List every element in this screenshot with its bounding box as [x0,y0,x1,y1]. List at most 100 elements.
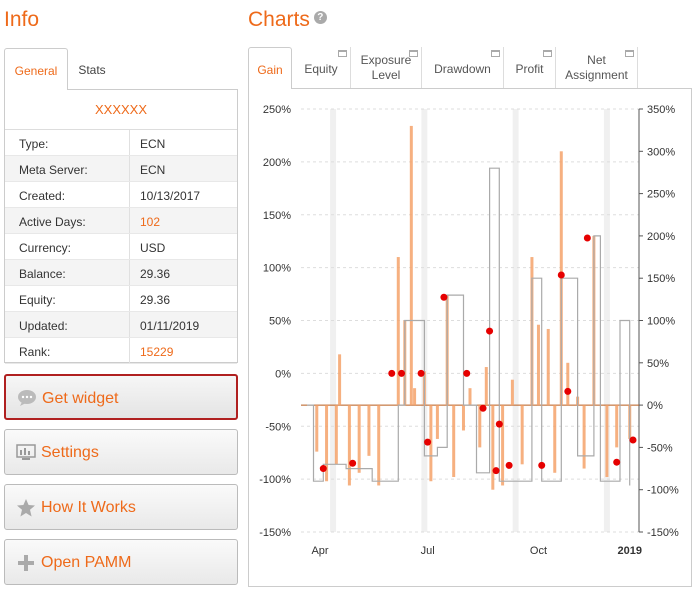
how-it-works-label: How It Works [41,499,136,516]
data-marker [440,293,448,301]
y-tick-label-right: -150% [647,527,679,539]
y-tick-label-right: 100% [647,316,675,328]
data-marker [583,234,591,242]
info-row-value: 29.36 [140,293,171,307]
window-icon [625,50,634,57]
info-row-label: Created: [19,189,66,203]
tab-exposure-level[interactable]: Exposure Level [351,47,422,89]
y-tick-label-left: 200% [263,157,291,169]
info-row-label: Equity: [19,293,56,307]
info-tabs: General Stats [4,48,238,90]
get-widget-label: Get widget [42,390,119,407]
y-tick-label-left: 250% [263,104,291,116]
data-marker [492,467,500,475]
bar [409,125,413,406]
bar [520,405,524,465]
info-row: Type: ECN [5,130,237,156]
bar [582,405,586,469]
bar [452,405,456,478]
y-tick-label-right: 350% [647,104,675,116]
tab-profit[interactable]: Profit [504,47,556,89]
y-tick-label-right: -100% [647,485,679,497]
data-marker [505,461,513,469]
x-tick-label: Oct [530,545,547,557]
info-row: Updated: 01/11/2019 [5,312,237,338]
how-it-works-button[interactable]: How It Works [4,484,238,530]
get-widget-button[interactable]: Get widget [4,374,238,420]
info-row-label: Type: [19,137,49,151]
info-row: Rank: 15229 [5,338,237,364]
bar [357,405,361,473]
info-heading: Info [4,8,40,31]
charts-heading: Charts? [248,8,327,32]
tab-net-assignment[interactable]: Net Assignment [556,47,638,89]
row-divider [129,260,130,285]
y-tick-label-left: 50% [269,316,291,328]
tab-drawdown[interactable]: Drawdown [422,47,504,89]
info-row: Currency: USD [5,234,237,260]
speech-bubble-icon [17,389,37,409]
bar [396,257,400,406]
info-row-label: Currency: [19,241,72,255]
bar [338,354,342,406]
charts-title: Charts [248,8,310,31]
bar [468,388,472,406]
data-marker [629,436,637,444]
bar [334,405,338,465]
y-tick-label-left: -150% [259,527,291,539]
bar [615,405,619,448]
tab-stats[interactable]: Stats [78,63,106,77]
tab-gain[interactable]: Gain [248,47,292,89]
tab-general[interactable]: General [4,48,68,90]
tab-exposure-level-label: Exposure Level [360,53,412,82]
tab-profit-label: Profit [515,62,544,76]
info-row-value: 10/13/2017 [140,189,201,203]
bar [347,405,351,486]
bar [566,362,570,406]
bar [377,405,381,486]
y-tick-label-right: -50% [647,442,673,454]
info-row: Equity: 29.36 [5,286,237,312]
chart-tabs: Gain Equity Exposure Level Drawdown Prof… [248,47,692,89]
data-marker [557,271,565,279]
account-name: XXXXXX [5,90,237,130]
info-row-value: 29.36 [140,267,171,281]
open-pamm-button[interactable]: Open PAMM [4,539,238,585]
tab-net-assignment-label: Net Assignment [565,53,628,82]
row-divider [129,182,130,207]
info-row: Active Days: 102 [5,208,237,234]
bar [484,367,488,406]
y-tick-label-left: 100% [263,263,291,275]
data-marker [538,461,546,469]
bar [605,405,609,478]
plus-icon [16,553,36,573]
info-row-value: ECN [140,137,166,151]
row-divider [129,286,130,311]
row-divider [129,156,130,181]
info-row: Created: 10/13/2017 [5,182,237,208]
data-marker [319,465,327,473]
data-marker [417,369,425,377]
bar [491,405,495,490]
info-row-label: Balance: [19,267,66,281]
bar [461,405,465,431]
data-marker [388,369,396,377]
info-row-label: Active Days: [19,215,86,229]
help-icon[interactable]: ? [313,11,327,24]
settings-button[interactable]: Settings [4,429,238,475]
gain-chart[interactable]: 250% 200% 150% 100% 50% 0% -50% -100% -150% 350% 3… [249,89,691,586]
data-marker [424,438,432,446]
data-marker [613,458,621,466]
window-icon [491,50,500,57]
star-icon [16,498,36,518]
chart-panel: 250% 200% 150% 100% 50% 0% -50% -100% -150% 350% 3… [248,88,692,587]
data-marker [495,420,503,428]
info-row: Meta Server: ECN [5,156,237,182]
bar [435,405,439,439]
bar [546,328,550,406]
tab-drawdown-label: Drawdown [434,62,491,76]
tab-equity[interactable]: Equity [292,47,351,89]
info-row-label: Updated: [19,319,68,333]
row-divider [129,338,130,363]
bar [478,405,482,448]
